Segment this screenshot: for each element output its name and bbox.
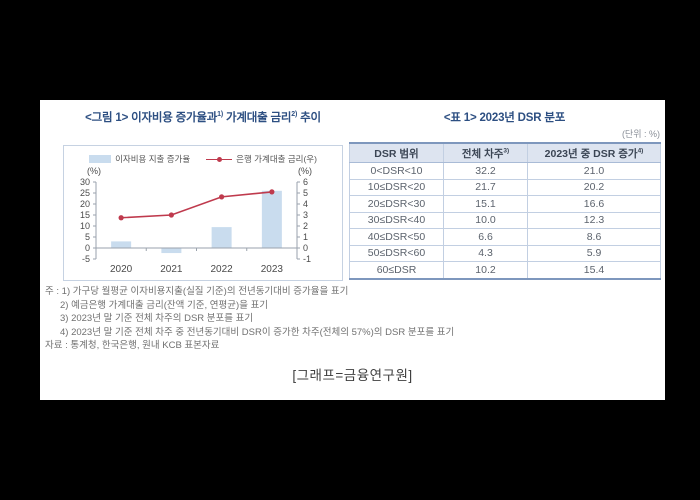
svg-text:4: 4 [303,199,308,209]
footnote-line: 3) 2023년 말 기준 전체 차주의 DSR 분포를 표기 [60,313,254,324]
figure-title-text: <그림 1> 이자비용 증가율과 [85,112,218,124]
svg-text:(%): (%) [298,166,312,176]
legend-label-line: 은행 가계대출 금리(우) [236,154,317,164]
table-row: 40≤DSR<50 6.6 8.6 [349,228,661,246]
svg-text:20: 20 [80,199,90,209]
table-row: 0<DSR<10 32.2 21.0 [349,162,661,180]
svg-text:0: 0 [85,243,90,253]
footnote-line: 주 : 1) 가구당 월평균 이자비용지출(실질 기준)의 전년동기대비 증가율… [45,286,349,297]
table-unit-label: (단위 : %) [621,129,660,139]
svg-text:25: 25 [80,188,90,198]
svg-text:3: 3 [303,210,308,220]
footnote-line: 4) 2023년 말 기준 전체 차주 중 전년동기대비 DSR이 증가한 차주… [60,326,455,338]
header-dsr-range: DSR 범위 [349,142,444,163]
source-line: 자료 : 통계청, 한국은행, 원내 KCB 표본자료 [45,340,220,351]
svg-text:30: 30 [80,177,90,187]
news-graphic-card: <그림 1> 이자비용 증가율과1) 가계대출 금리2) 추이 <표 1> 20… [40,100,665,400]
svg-text:0: 0 [303,243,308,253]
svg-text:10: 10 [80,221,90,231]
chart-panel: 이자비용 지출 증가율 은행 가계대출 금리(우) 30 25 20 15 10 5 0 -5… [63,145,343,281]
svg-text:(%): (%) [87,166,101,176]
table-header-row: DSR 범위 전체 차주3) 2023년 중 DSR 증가4) [349,142,661,163]
svg-text:-1: -1 [303,254,311,264]
svg-text:1: 1 [303,232,308,242]
svg-text:5: 5 [85,232,90,242]
dsr-table: DSR 범위 전체 차주3) 2023년 중 DSR 증가4) 0<DSR<10… [349,142,661,280]
table-row: 10≤DSR<20 21.7 20.2 [349,178,661,196]
table-row: 30≤DSR<40 10.0 12.3 [349,211,661,229]
figure-title-text-mid: 가계대출 금리 [222,112,292,124]
svg-text:-5: -5 [82,254,90,264]
footnote-line: 2) 예금은행 가계대출 금리(잔액 기준, 연평균)을 표기 [60,299,269,311]
bar-series-swatch-icon [89,155,112,163]
table-title: <표 1> 2023년 DSR 분포 [443,112,566,124]
svg-text:2023: 2023 [261,264,284,275]
header-dsr-increased: 2023년 중 DSR 증가4) [527,142,661,163]
svg-text:6: 6 [303,177,308,187]
legend-item-line: 은행 가계대출 금리(우) [206,153,317,165]
legend-label-bar: 이자비용 지출 증가율 [115,154,191,164]
svg-text:2020: 2020 [110,264,133,275]
figure-title-footref-1: 1) [217,111,223,119]
svg-text:2022: 2022 [211,264,234,275]
figure-title-text-end: 추이 [297,112,321,124]
svg-text:15: 15 [80,210,90,220]
table-row: 60≤DSR 10.2 15.4 [349,261,661,280]
legend-item-bar: 이자비용 지출 증가율 [89,153,190,165]
svg-text:5: 5 [303,188,308,198]
line-series-swatch-icon [206,155,233,163]
footnotes: 주 : 1) 가구당 월평균 이자비용지출(실질 기준)의 전년동기대비 증가율… [45,285,454,353]
chart-legend: 이자비용 지출 증가율 은행 가계대출 금리(우) [64,153,342,165]
figure-title: <그림 1> 이자비용 증가율과1) 가계대출 금리2) 추이 [63,109,343,125]
credit-caption: [그래프=금융연구원] [292,368,413,383]
table-row: 20≤DSR<30 15.1 16.6 [349,195,661,213]
svg-text:2021: 2021 [160,264,183,275]
header-all-borrowers: 전체 차주3) [443,142,528,163]
svg-text:2: 2 [303,221,308,231]
figure-title-footref-2: 2) [291,111,298,119]
table-row: 50≤DSR<60 4.3 5.9 [349,244,661,262]
